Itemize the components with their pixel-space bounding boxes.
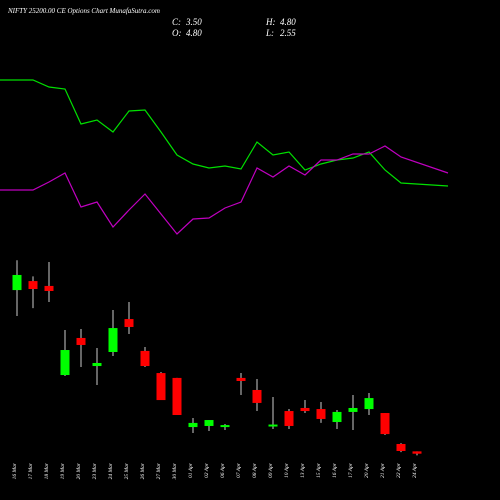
c-label: C: [172,17,181,27]
candle-body [12,274,22,291]
x-tick-label: 23 Mar [92,462,98,479]
x-tick-label: 22 Apr [396,462,402,478]
x-tick-label: 16 Apr [332,462,338,478]
candle-body [204,420,214,426]
x-tick-label: 20 Apr [364,462,370,478]
x-tick-label: 17 Mar [28,462,34,479]
x-tick-label: 13 Apr [300,462,306,478]
x-tick-label: 15 Apr [316,462,322,478]
candle-body [364,398,374,410]
candle-body [332,411,342,423]
x-tick-label: 06 Apr [220,462,226,478]
x-tick-label: 16 Mar [12,462,18,479]
candle-body [316,409,326,419]
x-tick-label: 19 Mar [60,462,66,479]
candle-body [348,407,358,412]
x-tick-label: 07 Apr [236,462,242,478]
indicator-line [0,145,449,235]
x-tick-label: 02 Apr [204,462,210,478]
x-tick-label: 27 Mar [156,462,162,479]
candle-body [124,319,134,327]
candle-body [44,285,54,291]
x-tick-label: 30 Mar [172,462,178,480]
x-tick-label: 01 Apr [188,462,194,478]
x-tick-label: 24 Apr [411,462,418,478]
o-label: O: [172,28,182,38]
candle-body [140,350,150,367]
candle-body [380,413,390,435]
l-label: L: [265,28,274,38]
x-tick-label: 18 Mar [44,462,50,479]
candle-body [108,328,118,352]
candle-body [284,411,294,426]
l-value: 2.55 [280,28,296,38]
h-label: H: [265,17,276,27]
candle-body [300,407,310,412]
c-value: 3.50 [185,17,202,27]
candle-body [92,362,102,367]
candle-body [220,425,230,428]
candle-body [172,377,182,415]
candle-body [28,281,38,289]
candle-body [396,443,406,451]
x-tick-label: 09 Apr [268,462,274,478]
candle-body [76,337,86,345]
o-value: 4.80 [186,28,202,38]
candle-body [412,451,422,454]
x-tick-label: 24 Mar [107,462,114,479]
indicator-line [0,79,449,187]
x-tick-label: 17 Apr [348,462,354,478]
x-tick-label: 10 Apr [284,462,290,478]
x-tick-label: 20 Mar [76,462,82,479]
ohlc-header: C: 3.50 H: 4.80 O: 4.80 L: 2.55 [172,17,296,38]
candle-body [252,389,262,403]
candle-body [188,422,198,428]
candle-body [156,373,166,401]
x-tick-label: 26 Mar [140,462,146,479]
x-tick-label: 21 Apr [380,462,386,478]
x-tick-label: 08 Apr [252,462,258,478]
candle-body [268,424,278,427]
candle-body [60,350,70,376]
chart-title: NIFTY 25200.00 CE Options Chart MunafaSu… [7,7,160,15]
h-value: 4.80 [280,17,296,27]
candle-body [236,377,246,381]
x-tick-label: 25 Mar [124,462,130,479]
